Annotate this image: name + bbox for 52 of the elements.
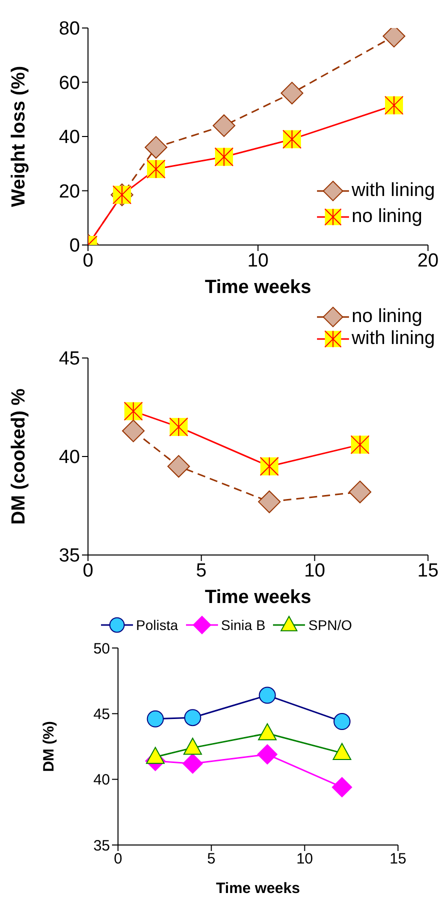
x-tick-label: 20 <box>417 250 439 272</box>
point <box>258 686 276 704</box>
point <box>183 738 202 755</box>
x-axis-title: Time weeks <box>204 587 312 608</box>
y-tick-label: 45 <box>93 706 110 723</box>
point <box>146 746 165 764</box>
y-tick-label: 40 <box>58 447 80 468</box>
point <box>334 713 350 730</box>
point <box>332 742 352 760</box>
point <box>122 420 145 442</box>
x-tick-label: 10 <box>247 250 269 272</box>
y-tick-label: 80 <box>58 18 80 40</box>
y-tick-label: 20 <box>58 181 80 202</box>
x-axis-title: Time weeks <box>204 277 312 298</box>
x-tick-label: 15 <box>417 560 439 582</box>
point <box>144 136 168 159</box>
legend-label: with lining <box>352 328 435 350</box>
legend-label: Sinia B <box>221 617 266 633</box>
point <box>167 455 190 478</box>
y-axis-title: DM (cooked) % <box>8 388 30 525</box>
y-tick-label: 35 <box>93 837 110 854</box>
legend-label: no lining <box>352 306 422 328</box>
point <box>332 777 352 798</box>
x-tick-label: 10 <box>296 850 314 868</box>
point <box>257 744 278 764</box>
legend-label: with lining <box>352 180 435 202</box>
point <box>258 490 281 514</box>
point <box>258 723 277 740</box>
y-tick-label: 35 <box>58 546 80 567</box>
legend-label: Polista <box>136 617 178 633</box>
point <box>348 480 372 504</box>
x-tick-label: 10 <box>304 560 326 582</box>
x-tick-label: 5 <box>196 560 207 582</box>
x-tick-label: 5 <box>207 850 216 868</box>
x-tick-label: 15 <box>390 850 406 868</box>
y-tick-label: 45 <box>58 348 80 370</box>
legend-label: no lining <box>352 206 422 228</box>
y-tick-label: 50 <box>93 640 110 658</box>
y-axis-title: Weight loss (%) <box>8 66 30 208</box>
x-axis-title: Time weeks <box>216 880 300 897</box>
y-axis-title: DM (%) <box>40 721 58 772</box>
legend-label: SPN/O <box>308 617 352 633</box>
point <box>182 753 203 774</box>
point <box>280 82 304 104</box>
point <box>146 710 164 728</box>
point <box>184 709 202 726</box>
y-tick-label: 0 <box>69 236 80 257</box>
point <box>212 114 236 137</box>
y-tick-label: 40 <box>58 127 80 148</box>
x-tick-label: 0 <box>114 850 122 868</box>
y-tick-label: 40 <box>93 772 110 789</box>
y-tick-label: 60 <box>58 72 80 94</box>
